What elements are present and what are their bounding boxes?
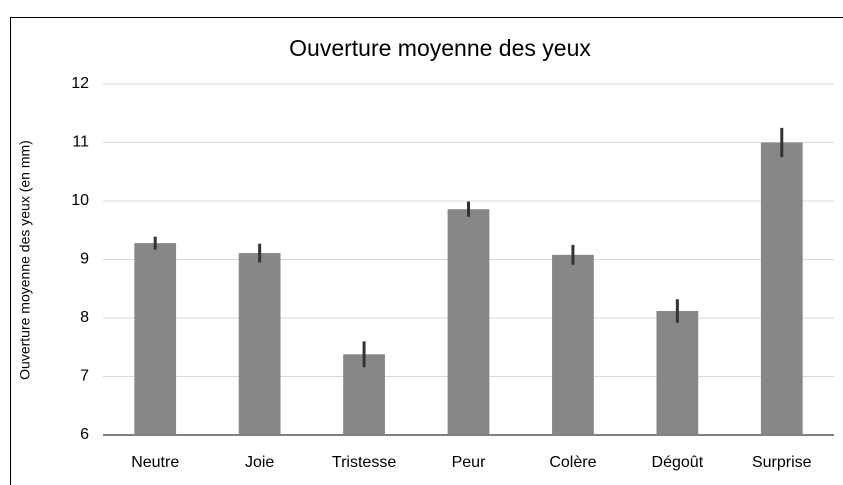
y-tick-label: 9 <box>80 251 89 268</box>
x-tick-label: Dégoût <box>652 454 704 471</box>
y-tick-label: 7 <box>80 368 89 385</box>
bar <box>447 209 490 435</box>
x-tick-label: Tristesse <box>332 454 396 471</box>
bar <box>552 254 594 435</box>
x-tick-label: Joie <box>245 454 274 471</box>
bar <box>343 354 385 435</box>
y-tick-label: 8 <box>80 309 89 326</box>
y-axis-label: Ouverture moyenne des yeux (en mm) <box>17 140 33 380</box>
y-tick-label: 12 <box>71 75 89 92</box>
bar <box>238 253 281 435</box>
y-tick-label: 11 <box>72 134 89 151</box>
x-tick-label: Surprise <box>752 454 812 471</box>
x-tick-label: Peur <box>452 454 486 471</box>
bar <box>656 310 699 435</box>
y-tick-label: 6 <box>80 426 89 443</box>
chart-title: Ouverture moyenne des yeux <box>289 35 591 61</box>
x-tick-label: Neutre <box>131 454 179 471</box>
bar <box>760 142 803 435</box>
bar <box>134 243 177 435</box>
chart-frame <box>10 17 843 485</box>
y-tick-label: 10 <box>71 192 89 209</box>
x-tick-label: Colère <box>549 454 596 471</box>
